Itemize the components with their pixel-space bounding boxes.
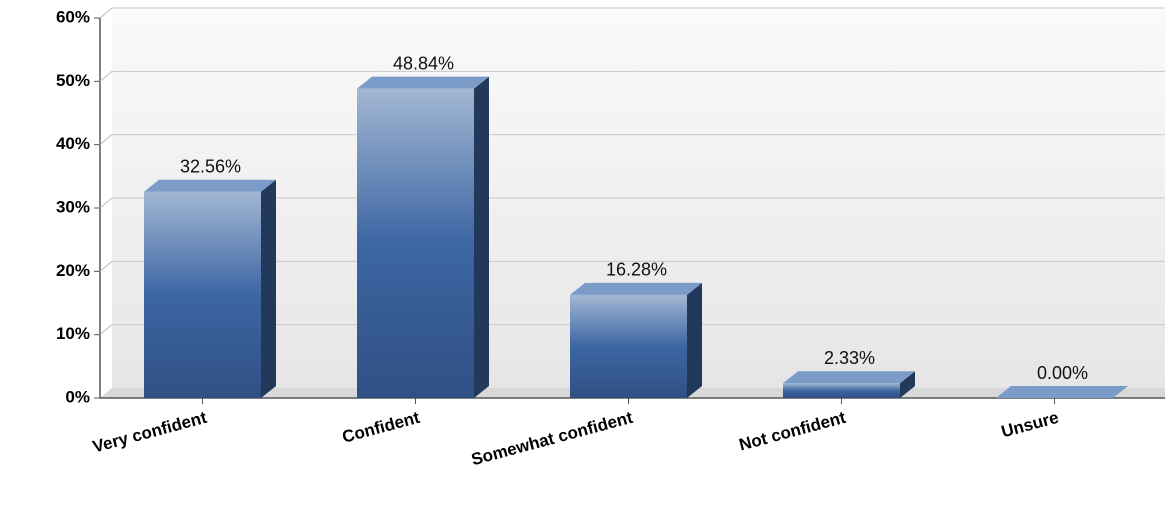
grid-line (99, 197, 113, 209)
y-tick-label: 60% (56, 7, 90, 26)
value-label: 48.84% (393, 53, 454, 73)
bar-top (570, 282, 702, 295)
y-tick-label: 20% (56, 261, 90, 280)
bar-side (261, 179, 276, 398)
bar-side (474, 76, 489, 399)
grid-line (99, 260, 113, 272)
bar-top (783, 371, 915, 384)
value-label: 0.00% (1037, 363, 1088, 383)
y-tick-label: 10% (56, 324, 90, 343)
bar (783, 383, 900, 398)
bar-side (687, 282, 702, 398)
x-tick-label: Very confident (91, 408, 209, 457)
bar-side (900, 371, 915, 398)
x-tick-label: Unsure (999, 408, 1060, 442)
y-tick-label: 0% (65, 387, 90, 406)
y-tick-label: 30% (56, 197, 90, 216)
grid-line (99, 134, 113, 146)
value-label: 2.33% (824, 348, 875, 368)
value-label: 32.56% (180, 157, 241, 177)
grid-line (99, 324, 113, 336)
y-tick-label: 40% (56, 134, 90, 153)
bar (357, 88, 474, 399)
x-tick-label: Not confident (737, 408, 848, 455)
x-tick-label: Somewhat confident (469, 408, 635, 469)
bar (570, 294, 687, 398)
value-label: 16.28% (606, 260, 667, 280)
bar-top (144, 179, 276, 192)
y-tick-label: 50% (56, 71, 90, 90)
grid-line (99, 7, 113, 19)
bar-top (357, 76, 489, 89)
bar-top (996, 386, 1128, 398)
x-tick-label: Confident (340, 408, 422, 447)
grid-line (99, 70, 113, 82)
bar (144, 191, 261, 398)
